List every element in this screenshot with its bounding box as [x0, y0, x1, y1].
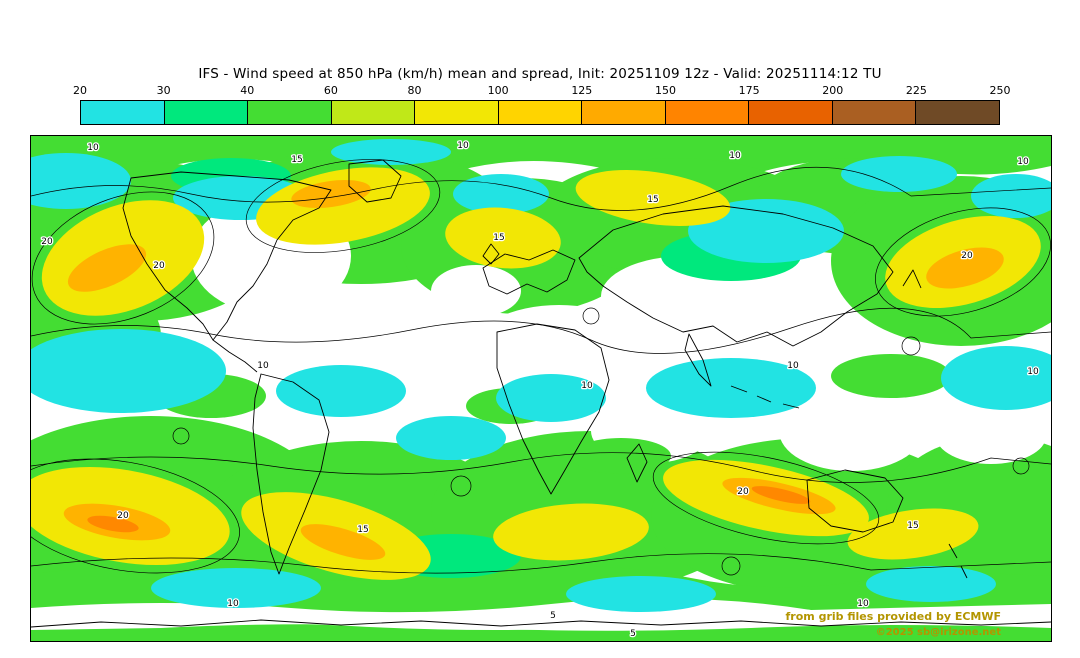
contour-label: 5 — [550, 611, 556, 621]
colorbar-tick-label: 250 — [989, 84, 1011, 97]
coastlines — [31, 159, 1051, 628]
contour-label: 15 — [291, 155, 302, 165]
contour-label: 10 — [227, 599, 239, 609]
colorbar-tick-label: 175 — [738, 84, 760, 97]
colorbar-tick-label: 80 — [407, 84, 422, 97]
contour-label: 20 — [117, 511, 129, 521]
page-title: IFS - Wind speed at 850 hPa (km/h) mean … — [198, 66, 882, 82]
contour-label: 10 — [257, 361, 269, 371]
colorbar-tick-label: 40 — [240, 84, 255, 97]
contour-label: 10 — [729, 151, 741, 161]
contour-label: 10 — [1027, 367, 1039, 377]
colorbar-segment — [164, 101, 249, 124]
contour-label: 20 — [961, 251, 973, 261]
colorbar-segment — [498, 101, 583, 124]
contour-labels: 10 15 10 10 10 20 20 15 15 20 10 10 10 10 20 15 20 15 10 5 1… — [40, 140, 1040, 641]
contour-label: 5 — [630, 629, 636, 639]
contour-label: 20 — [153, 261, 165, 271]
contour-label: 20 — [737, 487, 749, 497]
colorbar-segment — [832, 101, 917, 124]
spread-contour-lines — [31, 159, 1051, 576]
contour-label: 10 — [857, 599, 869, 609]
colorbar-tick-label: 225 — [905, 84, 927, 97]
colorbar-bar — [80, 100, 1000, 125]
colorbar-segment — [331, 101, 416, 124]
contour-label: 10 — [787, 361, 799, 371]
contour-label: 15 — [493, 233, 504, 243]
colorbar-segment — [582, 101, 666, 124]
colorbar-tick-label: 150 — [654, 84, 676, 97]
colorbar-tick-label: 200 — [822, 84, 844, 97]
colorbar-tick-label: 125 — [571, 84, 593, 97]
wind-field-cyan — [31, 139, 1051, 612]
colorbar-segment — [81, 101, 165, 124]
contour-label: 10 — [1017, 157, 1029, 167]
map-canvas: 10 15 10 10 10 20 20 15 15 20 10 10 10 10 20 15 20 15 10 5 1… — [31, 136, 1051, 641]
colorbar-tick-label: 20 — [73, 84, 87, 97]
colorbar-segment — [665, 101, 750, 124]
colorbar-segment — [749, 101, 833, 124]
colorbar-ticks: 20 30 40 60 80 100 125 150 175 200 225 250 — [73, 84, 1011, 98]
colorbar: 20 30 40 60 80 100 125 150 175 200 225 250 — [73, 84, 1011, 128]
wind-field-orange — [63, 179, 1004, 560]
contour-label: 20 — [41, 237, 53, 247]
map-frame: 10 15 10 10 10 20 20 15 15 20 10 10 10 10 20 15 20 15 10 5 1… — [30, 135, 1052, 642]
wind-field-low-holes — [31, 198, 1051, 631]
contour-label: 15 — [907, 521, 918, 531]
colorbar-segment — [415, 101, 499, 124]
colorbar-tick-label: 100 — [487, 84, 509, 97]
contour-label: 15 — [647, 195, 658, 205]
contour-label: 10 — [87, 143, 99, 153]
wind-field-deep-orange — [87, 486, 811, 533]
attribution-source: from grib files provided by ECMWF — [785, 610, 1001, 623]
contour-label: 10 — [457, 141, 469, 151]
contour-label: 10 — [581, 381, 593, 391]
colorbar-segment — [248, 101, 332, 124]
contour-label: 15 — [357, 525, 368, 535]
colorbar-segment — [916, 101, 1000, 124]
colorbar-tick-label: 30 — [156, 84, 171, 97]
colorbar-tick-label: 60 — [323, 84, 338, 97]
attribution-copyright: ©2025 sb@irizone.net — [875, 627, 1001, 638]
